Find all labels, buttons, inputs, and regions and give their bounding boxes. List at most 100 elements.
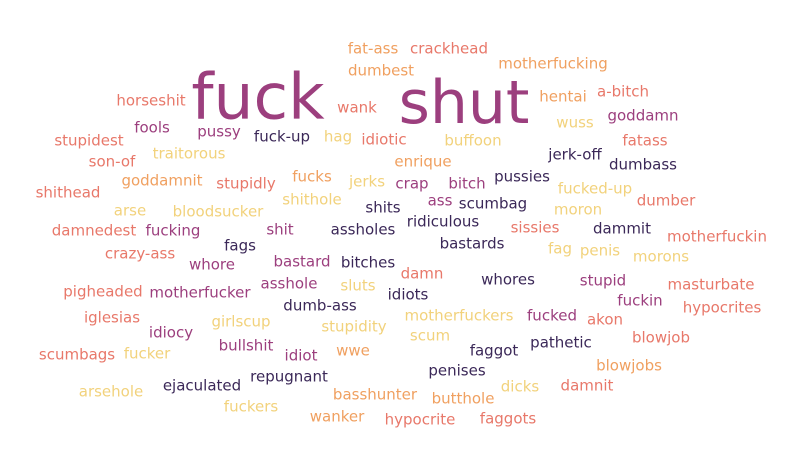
cloud-word: arse bbox=[113, 201, 147, 220]
cloud-word: motherfucking bbox=[498, 54, 608, 73]
cloud-word: scumbags bbox=[38, 345, 116, 364]
cloud-word: buffoon bbox=[444, 131, 502, 150]
cloud-word: ridiculous bbox=[406, 212, 480, 231]
cloud-word: hypocrite bbox=[384, 410, 456, 429]
cloud-word: whores bbox=[481, 270, 535, 289]
cloud-word: wanker bbox=[309, 407, 365, 426]
cloud-word: idiots bbox=[387, 285, 429, 304]
cloud-word: blowjobs bbox=[596, 356, 662, 375]
cloud-word: idiocy bbox=[148, 323, 194, 342]
cloud-word: dumb-ass bbox=[283, 296, 357, 315]
cloud-word: jerk-off bbox=[548, 145, 602, 164]
cloud-word: stupidly bbox=[216, 174, 276, 193]
cloud-word: repugnant bbox=[250, 367, 328, 386]
cloud-word: penis bbox=[579, 241, 621, 260]
cloud-word: fucks bbox=[292, 167, 332, 186]
cloud-word: motherfuckin bbox=[667, 227, 767, 246]
cloud-word: dumbass bbox=[609, 155, 677, 174]
cloud-word: shits bbox=[365, 198, 401, 217]
cloud-word: bastards bbox=[439, 234, 505, 253]
cloud-word: a-bitch bbox=[597, 82, 649, 101]
cloud-word: penises bbox=[428, 361, 486, 380]
cloud-word: shithead bbox=[35, 183, 101, 202]
cloud-word: fags bbox=[224, 236, 256, 255]
cloud-word: ejaculated bbox=[162, 376, 242, 395]
cloud-word: scum bbox=[409, 326, 451, 345]
cloud-word: faggot bbox=[469, 341, 519, 360]
cloud-word: hentai bbox=[539, 87, 587, 106]
cloud-word: bastard bbox=[273, 252, 331, 271]
cloud-word: damnit bbox=[560, 376, 614, 395]
cloud-word: fucked bbox=[527, 306, 577, 325]
cloud-word: bloodsucker bbox=[172, 202, 264, 221]
cloud-word: jerks bbox=[348, 172, 386, 191]
cloud-word: crap bbox=[395, 174, 429, 193]
cloud-word: butthole bbox=[431, 389, 495, 408]
cloud-word: shut bbox=[398, 68, 530, 138]
cloud-word: asshole bbox=[260, 274, 318, 293]
cloud-word: iglesias bbox=[83, 308, 141, 327]
cloud-word: dumbest bbox=[347, 61, 415, 80]
cloud-word: fucker bbox=[123, 344, 171, 363]
cloud-word: crazy-ass bbox=[104, 244, 176, 263]
cloud-word: stupidest bbox=[54, 131, 124, 150]
cloud-word: whore bbox=[188, 255, 236, 274]
cloud-word: motherfuckers bbox=[404, 306, 514, 325]
cloud-word: fucking bbox=[145, 221, 201, 240]
cloud-word: pigheaded bbox=[63, 282, 143, 301]
cloud-word: assholes bbox=[330, 220, 396, 239]
cloud-word: faggots bbox=[479, 409, 537, 428]
cloud-word: pussies bbox=[494, 167, 550, 186]
cloud-word: arsehole bbox=[78, 382, 144, 401]
cloud-word: damn bbox=[400, 264, 444, 283]
cloud-word: fatass bbox=[622, 131, 668, 150]
cloud-word: idiotic bbox=[361, 130, 407, 149]
cloud-word: fools bbox=[134, 118, 170, 137]
cloud-word: hag bbox=[323, 127, 353, 146]
cloud-word: stupid bbox=[579, 271, 627, 290]
cloud-word: fucked-up bbox=[557, 179, 633, 198]
cloud-word: horseshit bbox=[116, 91, 186, 110]
cloud-word: dicks bbox=[500, 377, 540, 396]
cloud-word: dammit bbox=[593, 219, 651, 238]
cloud-word: goddamnit bbox=[121, 171, 203, 190]
cloud-word: wuss bbox=[556, 113, 594, 132]
cloud-word: motherfucker bbox=[149, 283, 251, 302]
cloud-word: scumbag bbox=[458, 194, 528, 213]
cloud-word: fuckers bbox=[223, 397, 279, 416]
cloud-word: fuck-up bbox=[253, 127, 311, 146]
cloud-word: fuckin bbox=[617, 291, 663, 310]
cloud-word: son-of bbox=[88, 152, 136, 171]
cloud-word: idiot bbox=[284, 346, 318, 365]
cloud-word: shithole bbox=[282, 190, 342, 209]
cloud-word: enrique bbox=[394, 152, 452, 171]
cloud-word: moron bbox=[553, 200, 603, 219]
cloud-word: dumber bbox=[636, 191, 696, 210]
cloud-word: morons bbox=[632, 247, 690, 266]
cloud-word: crackhead bbox=[410, 39, 488, 58]
cloud-word: fat-ass bbox=[347, 39, 399, 58]
cloud-word: sissies bbox=[510, 218, 560, 237]
cloud-word: hypocrites bbox=[682, 298, 762, 317]
cloud-word: akon bbox=[586, 310, 624, 329]
cloud-word: masturbate bbox=[667, 275, 755, 294]
cloud-word: blowjob bbox=[631, 328, 691, 347]
cloud-word: bullshit bbox=[218, 336, 274, 355]
cloud-word: girlscup bbox=[211, 312, 271, 331]
cloud-word: wwe bbox=[336, 341, 370, 360]
cloud-word: shit bbox=[266, 220, 294, 239]
cloud-word: traitorous bbox=[152, 144, 226, 163]
cloud-word: damnedest bbox=[51, 221, 137, 240]
cloud-word: pathetic bbox=[530, 333, 592, 352]
cloud-word: wank bbox=[337, 98, 377, 117]
cloud-word: goddamn bbox=[607, 106, 679, 125]
cloud-word: fag bbox=[548, 239, 572, 258]
cloud-word: ass bbox=[427, 191, 453, 210]
cloud-word: stupidity bbox=[321, 317, 387, 336]
cloud-word: bitches bbox=[340, 253, 396, 272]
cloud-word: basshunter bbox=[332, 385, 418, 404]
cloud-word: bitch bbox=[448, 174, 486, 193]
cloud-word: sluts bbox=[340, 276, 376, 295]
cloud-word: fuck bbox=[191, 60, 325, 134]
